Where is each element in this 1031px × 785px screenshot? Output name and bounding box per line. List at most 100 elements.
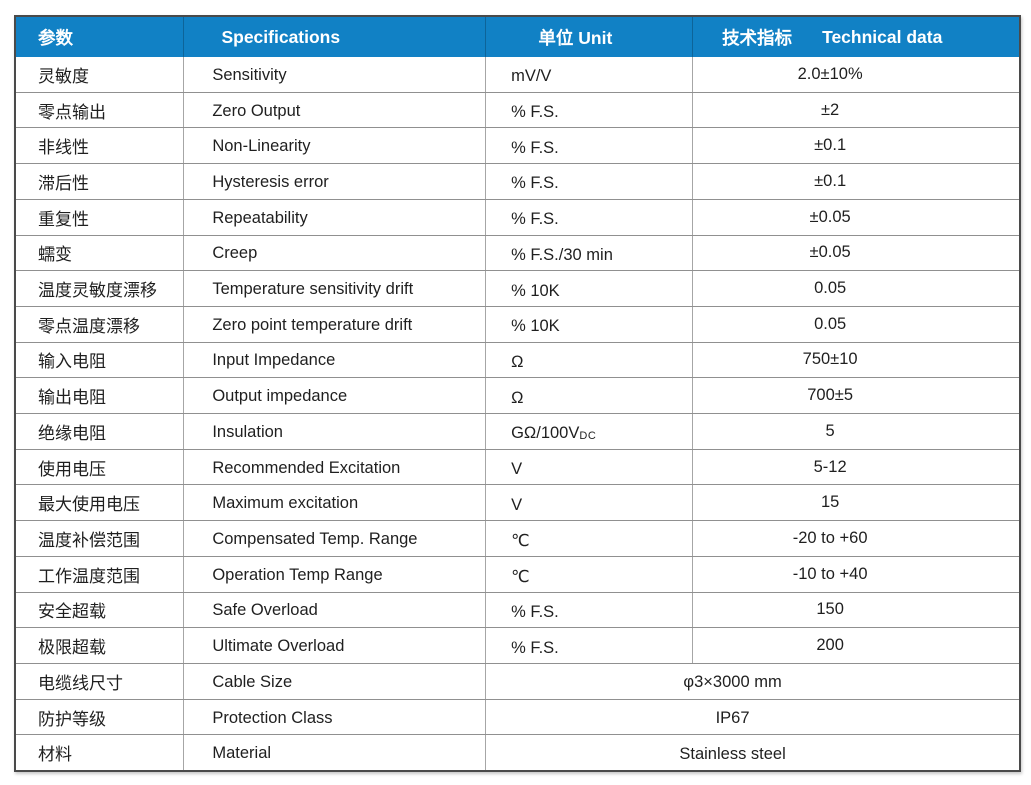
unit-cell: mV/V (485, 57, 692, 92)
unit-cell: % F.S. (485, 92, 692, 128)
value-cell: ±0.1 (692, 164, 1019, 199)
param-cell: 材料 (38, 745, 72, 765)
table-row: 非线性 Non-Linearity % F.S. ±0.1 (16, 127, 1019, 164)
unit-text: GΩ/100V (511, 424, 580, 443)
table-row: 绝缘电阻 Insulation GΩ/100V DC 5 (16, 413, 1019, 449)
param-cell: 蠕变 (38, 245, 72, 265)
table-row: 输入电阻 Input Impedance Ω 750±10 (16, 341, 1019, 378)
spec-cell: Maximum excitation (183, 485, 485, 521)
spec-cell: Recommended Excitation (183, 449, 485, 485)
spec-cell: Repeatability (183, 199, 485, 235)
value-cell: ±2 (692, 92, 1019, 128)
param-cell: 防护等级 (38, 709, 106, 729)
param-cell: 使用电压 (38, 459, 106, 479)
param-cell: 极限超载 (38, 638, 106, 658)
header-param: 参数 (38, 27, 73, 48)
spec-cell: Creep (183, 235, 485, 271)
spec-cell: Insulation (183, 414, 485, 449)
spec-cell: Ultimate Overload (183, 628, 485, 663)
table-row: 零点输出 Zero Output % F.S. ±2 (16, 91, 1019, 128)
unit-cell: Ω (485, 342, 692, 378)
table-row: 使用电压 Recommended Excitation V 5-12 (16, 448, 1019, 485)
table-row: 工作温度范围 Operation Temp Range ℃ -10 to +40 (16, 555, 1019, 592)
unit-cell: ℃ (485, 556, 692, 592)
param-cell: 重复性 (38, 209, 89, 229)
param-cell: 电缆线尺寸 (38, 673, 123, 693)
param-cell: 工作温度范围 (38, 566, 140, 586)
unit-text: mV/V (511, 67, 552, 86)
table-row: 输出电阻 Output impedance Ω 700±5 (16, 377, 1019, 414)
unit-cell: % F.S. (485, 199, 692, 235)
header-unit: 单位 Unit (485, 17, 692, 57)
unit-cell: % F.S. (485, 592, 692, 628)
unit-cell: Ω (485, 378, 692, 414)
value-cell: 0.05 (692, 306, 1019, 342)
spec-cell: Cable Size (183, 663, 485, 699)
unit-cell: % F.S./30 min (485, 235, 692, 271)
value-cell: 150 (692, 592, 1019, 628)
table-row: 最大使用电压 Maximum excitation V 15 (16, 484, 1019, 521)
table-row: 零点温度漂移 Zero point temperature drift % 10K 0… (16, 305, 1019, 342)
value-cell: 5-12 (692, 449, 1019, 485)
value-cell: 200 (692, 628, 1019, 663)
table-row: 蠕变 Creep % F.S./30 min ±0.05 (16, 234, 1019, 271)
spec-cell: Material (183, 735, 485, 771)
unit-text: Ω (511, 388, 524, 407)
merged-value-cell: φ3×3000 mm (485, 663, 1019, 699)
table-header-row: 参数 Specifications 单位 Unit 技术指标 Technical… (16, 17, 1019, 57)
unit-cell: GΩ/100V DC (485, 414, 692, 449)
unit-text: ℃ (511, 567, 530, 586)
spec-cell: Temperature sensitivity drift (183, 271, 485, 306)
value-cell: -20 to +60 (692, 521, 1019, 556)
unit-subscript: DC (579, 429, 597, 442)
spec-cell: Compensated Temp. Range (183, 521, 485, 556)
unit-text: ℃ (511, 531, 530, 550)
header-technical-data-en: Technical data (822, 26, 943, 47)
header-technical-data-cn: 技术指标 (722, 27, 793, 48)
specifications-table: 参数 Specifications 单位 Unit 技术指标 Technical… (14, 15, 1021, 772)
spec-cell: Safe Overload (183, 592, 485, 628)
merged-value-cell: Stainless steel (485, 735, 1019, 771)
value-cell: ±0.05 (692, 235, 1019, 271)
value-cell: 2.0±10% (692, 57, 1019, 92)
table-row: 滞后性 Hysteresis error % F.S. ±0.1 (16, 163, 1019, 199)
unit-text: % 10K (511, 317, 560, 336)
unit-text: % 10K (511, 281, 560, 300)
table-row: 安全超载 Safe Overload % F.S. 150 (16, 591, 1019, 628)
value-cell: 15 (692, 485, 1019, 521)
param-cell: 安全超载 (38, 602, 106, 622)
unit-text: V (511, 460, 523, 479)
unit-text: % F.S. (511, 103, 559, 122)
unit-cell: % 10K (485, 306, 692, 342)
table-row: 温度补偿范围 Compensated Temp. Range ℃ -20 to +60 (16, 520, 1019, 556)
param-cell: 零点输出 (38, 102, 106, 122)
unit-cell: V (485, 449, 692, 485)
param-cell: 绝缘电阻 (38, 423, 106, 443)
param-cell: 温度灵敏度漂移 (38, 281, 157, 301)
spec-cell: Protection Class (183, 699, 485, 735)
spec-cell: Operation Temp Range (183, 556, 485, 592)
header-technical-data: 技术指标 Technical data (692, 17, 1019, 57)
unit-cell: % 10K (485, 271, 692, 306)
table-row: 温度灵敏度漂移 Temperature sensitivity drift % 10… (16, 270, 1019, 306)
spec-cell: Output impedance (183, 378, 485, 414)
table-row: 灵敏度 Sensitivity mV/V 2.0±10% (16, 57, 1019, 92)
spec-cell: Zero Output (183, 92, 485, 128)
unit-text: % F.S. (511, 602, 559, 621)
table-row: 极限超载 Ultimate Overload % F.S. 200 (16, 627, 1019, 663)
value-cell: ±0.1 (692, 128, 1019, 164)
unit-cell: % F.S. (485, 628, 692, 663)
unit-cell: V (485, 485, 692, 521)
table-row: 重复性 Repeatability % F.S. ±0.05 (16, 198, 1019, 235)
param-cell: 输出电阻 (38, 388, 106, 408)
value-cell: 700±5 (692, 378, 1019, 414)
param-cell: 非线性 (38, 138, 89, 158)
spec-cell: Hysteresis error (183, 164, 485, 199)
param-cell: 温度补偿范围 (38, 530, 140, 550)
param-cell: 最大使用电压 (38, 495, 140, 515)
value-cell: 5 (692, 414, 1019, 449)
param-cell: 灵敏度 (38, 66, 89, 86)
value-cell: 750±10 (692, 342, 1019, 378)
param-cell: 滞后性 (38, 173, 89, 193)
